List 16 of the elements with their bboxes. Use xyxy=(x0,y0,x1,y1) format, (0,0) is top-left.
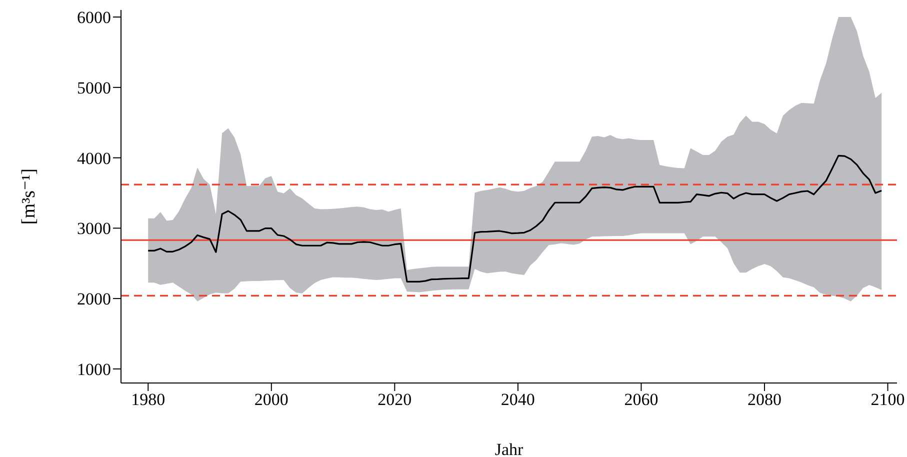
y-axis-title: [m³s⁻¹] xyxy=(18,168,40,225)
y-tick-label: 3000 xyxy=(77,219,111,238)
y-tick-label: 1000 xyxy=(77,360,111,379)
x-tick-label: 2040 xyxy=(500,390,535,410)
line-series xyxy=(147,154,882,282)
x-tick-label: 2100 xyxy=(870,390,905,410)
x-tick-label: 2000 xyxy=(254,390,288,410)
y-tick-label: 4000 xyxy=(77,148,111,168)
x-tick-label: 1980 xyxy=(131,390,166,410)
x-tick-label: 2080 xyxy=(747,390,782,410)
x-tick-label: 2020 xyxy=(378,390,412,410)
x-axis-title: Jahr xyxy=(494,440,524,457)
x-tick-label: 2060 xyxy=(624,390,658,410)
y-tick-label: 2000 xyxy=(77,290,111,309)
y-tick-label: 5000 xyxy=(77,78,111,98)
y-tick-label: 6000 xyxy=(77,8,111,28)
